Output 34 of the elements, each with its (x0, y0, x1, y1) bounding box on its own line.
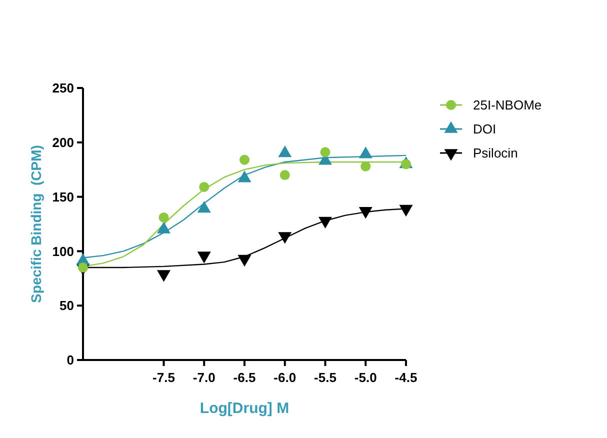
point (360, 161, 371, 172)
y-tick-label: 100 (52, 244, 74, 259)
y-tick-label: 250 (52, 80, 74, 96)
y-tick-label: 0 (66, 352, 74, 368)
legend-label: 25I-NBOMe (473, 98, 542, 113)
point (239, 154, 250, 165)
x-tick-label: -6.5 (233, 370, 256, 385)
x-tick-label: -5.0 (354, 370, 377, 385)
point (197, 252, 211, 264)
y-tick-label: 200 (52, 134, 74, 150)
point (320, 147, 330, 158)
point (156, 270, 171, 282)
point (358, 146, 372, 158)
x-tick-label: -7.5 (152, 370, 175, 385)
point (399, 204, 413, 217)
y-tick-label: 50 (60, 298, 74, 314)
point (400, 159, 412, 170)
x-tick-label: -4.5 (394, 370, 418, 385)
legend-label: Psilocin (473, 146, 518, 161)
point (199, 182, 210, 192)
y-tick-label: 150 (52, 189, 74, 204)
point (318, 216, 332, 229)
point (278, 232, 292, 244)
point (280, 170, 290, 180)
x-tick-label: -6.0 (274, 370, 296, 385)
legend-label: DOI (473, 122, 496, 137)
x-tick-label: -5.5 (314, 370, 336, 385)
point (158, 212, 169, 222)
point (278, 145, 292, 158)
y-axis-title: Specific Binding (CPM) (28, 145, 44, 303)
x-tick-label: -7.0 (192, 370, 216, 385)
point (358, 207, 372, 219)
x-axis-title: Log[Drug] M (200, 400, 290, 417)
point (238, 254, 252, 267)
